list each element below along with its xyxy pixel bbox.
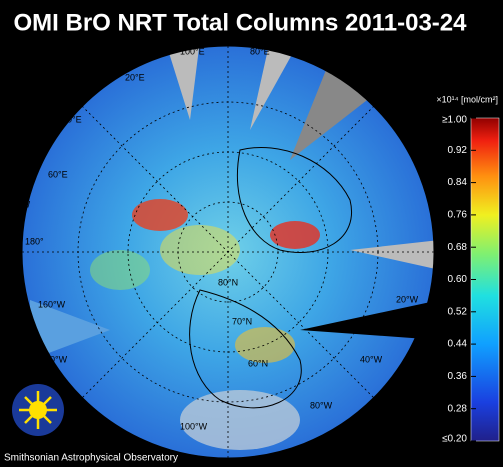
colorbar-tick-label: ≤0.20: [442, 434, 467, 445]
title: OMI BrO NRT Total Columns 2011-03-24: [14, 9, 468, 36]
map-label: 20°W: [396, 294, 419, 304]
colorbar-tick-label: 0.92: [448, 145, 468, 156]
colorbar-tick-label: 0.44: [448, 339, 468, 350]
colorbar-tick-label: 0.60: [448, 274, 468, 285]
map-label: 80°W: [310, 400, 333, 410]
map-label: 60°N: [248, 358, 268, 368]
colorbar-tick-label: 0.28: [448, 403, 468, 414]
map: [22, 46, 434, 458]
map-label: 160°W: [38, 299, 66, 309]
map-label: 60°W: [8, 199, 31, 209]
map-border: [21, 45, 435, 459]
colorbar-tick-label: 0.76: [448, 210, 468, 221]
colorbar-tick-label: 0.84: [448, 177, 468, 188]
footer: Smithsonian Astrophysical Observatory: [4, 453, 178, 464]
colorbar-tick-label: ≥1.00: [442, 115, 467, 126]
map-label: 180°: [25, 236, 44, 246]
map-label: 20°E: [125, 72, 145, 82]
colorbar-unit: ×10¹⁴ [mol/cm²]: [436, 94, 498, 104]
logo: [12, 384, 64, 436]
colorbar-tick-label: 0.52: [448, 306, 468, 317]
map-label: 80°E: [250, 46, 270, 56]
colorbar-tick-label: 0.68: [448, 242, 468, 253]
colorbar-tick-label: 0.36: [448, 371, 468, 382]
map-label: 100°W: [180, 421, 208, 431]
map-label: 60°E: [48, 169, 68, 179]
map-label: 80°N: [218, 277, 238, 287]
map-label: 40°E: [62, 114, 82, 124]
map-label: 140°W: [40, 354, 68, 364]
map-label: 70°N: [232, 316, 252, 326]
map-label: 40°W: [360, 354, 383, 364]
map-label: 100°E: [180, 46, 205, 56]
